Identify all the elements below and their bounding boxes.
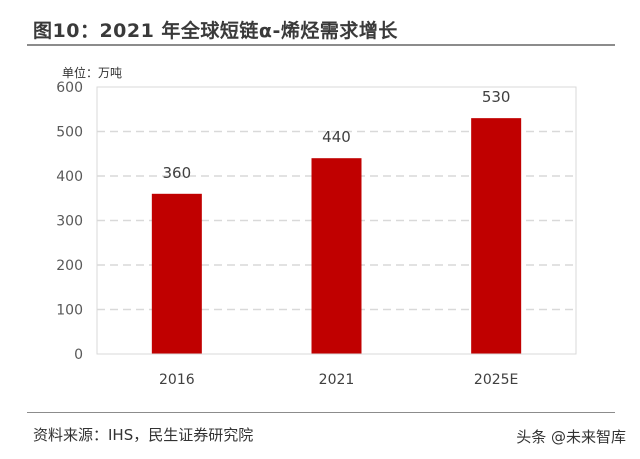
- bar-2016: [151, 193, 202, 354]
- data-label: 360: [163, 164, 192, 182]
- bar-2025E: [471, 118, 522, 355]
- data-label: 530: [482, 88, 511, 106]
- y-tick-label: 500: [56, 125, 83, 141]
- y-tick-label: 100: [56, 303, 83, 319]
- bar-2021: [311, 158, 362, 354]
- x-tick-label: 2016: [159, 372, 195, 388]
- y-tick-label: 0: [74, 347, 83, 363]
- footer-divider: [27, 412, 615, 413]
- data-labels: 360 440 530: [163, 88, 511, 182]
- x-tick-label: 2025E: [474, 372, 518, 388]
- bars: [151, 118, 522, 355]
- x-axis-ticks: 2016 2021 2025E: [159, 372, 518, 388]
- y-tick-label: 200: [56, 258, 83, 274]
- y-tick-label: 600: [56, 80, 83, 96]
- x-tick-label: 2021: [319, 372, 355, 388]
- data-label: 440: [322, 128, 351, 146]
- unit-label: 单位：万吨: [62, 66, 123, 80]
- y-tick-label: 400: [56, 169, 83, 185]
- y-tick-label: 300: [56, 214, 83, 230]
- y-axis-ticks: 0 100 200 300 400 500 600: [56, 80, 83, 363]
- source-note: 资料来源：IHS，民生证券研究院: [33, 426, 254, 444]
- watermark: 头条 @未来智库: [516, 428, 626, 446]
- title-divider: [27, 44, 615, 46]
- chart-title: 图10：2021 年全球短链α-烯烃需求增长: [33, 20, 398, 42]
